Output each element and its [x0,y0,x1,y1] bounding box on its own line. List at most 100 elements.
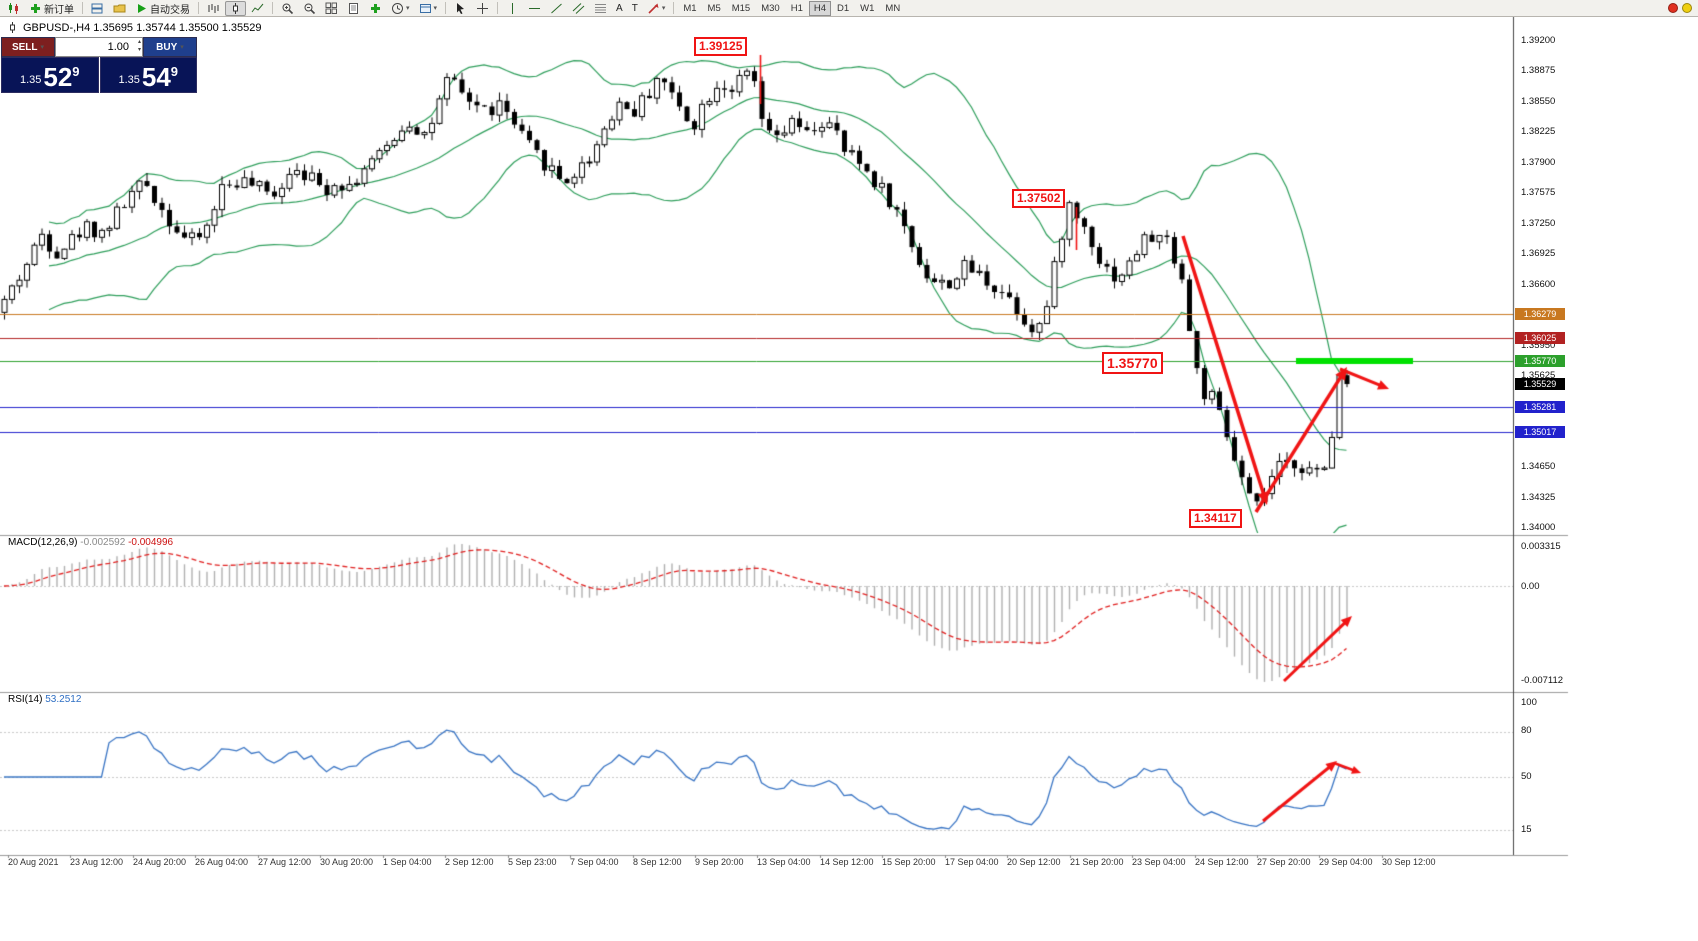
fibonacci-button[interactable] [590,1,611,16]
arrows-tool-button-caret[interactable]: ▾ [661,5,666,12]
time-axis-label: 14 Sep 12:00 [820,857,874,867]
horizontal-line-button[interactable] [524,1,545,16]
time-axis-label: 29 Sep 04:00 [1319,857,1373,867]
trendline-button-icon [550,2,563,15]
periods-button[interactable]: ▾ [387,1,414,16]
timeframe-button-m5[interactable]: M5 [707,2,721,14]
time-axis-label: 26 Aug 04:00 [195,857,249,867]
autotrading-button[interactable]: 自动交易 [131,1,194,16]
volume-down-icon[interactable]: ▾ [137,47,141,53]
timeframe-button-d1[interactable]: D1 [837,2,850,14]
time-axis-label: 30 Sep 12:00 [1382,857,1436,867]
buy-button-label: BUY [156,41,178,53]
cursor-button-icon [454,2,467,15]
arrows-tool-button[interactable]: ▾ [643,1,670,16]
data-window-button-icon [347,2,360,15]
toolbar-separator [272,2,273,14]
price-axis-label: 1.37575 [1521,187,1556,199]
new-order-button[interactable]: 新订单 [25,1,78,16]
bar-chart-button[interactable] [203,1,224,16]
time-axis-label: 1 Sep 04:00 [383,857,432,867]
channel-button[interactable] [568,1,589,16]
timeframe-button-h4[interactable]: H4 [808,0,832,16]
rsi-axis-label: 15 [1521,824,1532,835]
price-axis-label: 1.38875 [1521,65,1556,77]
volume-up-icon[interactable]: ▴ [137,39,141,45]
status-dot-yellow [1682,3,1692,13]
templates-button-caret[interactable]: ▾ [433,5,438,12]
time-axis-label: 27 Aug 12:00 [258,857,312,867]
price-annotation-box[interactable]: 1.37502 [1012,189,1066,208]
buy-price-pip-digit: 9 [170,64,179,79]
vertical-line-button[interactable] [502,1,523,16]
price-annotation-box[interactable]: 1.39125 [694,37,748,56]
timeframe-button-m30[interactable]: M30 [761,2,780,14]
price-axis-label: 1.35625 [1521,370,1556,382]
crosshair-button[interactable] [472,1,493,16]
price-tag: 1.36279 [1515,307,1565,320]
sell-button-label: SELL [11,41,38,53]
buy-price-panel[interactable]: 1.35 54 9 [99,57,197,93]
charts-window-button[interactable] [87,1,108,16]
chart-type-button[interactable] [3,1,24,16]
templates-button[interactable]: ▾ [415,1,442,16]
buy-price-prefix: 1.35 [118,74,140,86]
chart-title: GBPUSD-,H4 1.35695 1.35744 1.35500 1.355… [6,21,262,34]
text-tool-button-label: A [616,2,623,14]
price-annotation-box[interactable]: 1.34117 [1189,509,1242,528]
text-tool-button[interactable]: A [612,1,627,16]
zoom-out-button[interactable] [299,1,320,16]
buy-options-caret[interactable]: ▾ [180,44,184,51]
sell-price-panel[interactable]: 1.35 52 9 [1,57,99,93]
timeframe-button-w1[interactable]: W1 [860,2,875,14]
rsi-name: RSI(14) [8,694,43,705]
buy-button[interactable]: BUY ▾ [143,37,197,57]
autotrading-button-label: 自动交易 [150,4,190,16]
price-axis-label: 1.36600 [1521,278,1556,290]
volume-spinner[interactable]: ▴ ▾ [138,38,141,54]
timeframe-button-h1[interactable]: H1 [790,2,803,14]
timeframe-button-mn[interactable]: MN [885,2,901,14]
price-tag: 1.35770 [1515,355,1565,368]
volume-input[interactable]: 1.00 ▴ ▾ [55,37,143,57]
macd-signal-value: -0.004996 [128,537,174,548]
text-label-button[interactable]: T [628,1,642,16]
time-axis-label: 5 Sep 23:00 [508,857,557,867]
time-axis-label: 17 Sep 04:00 [945,857,999,867]
time-axis-label: 15 Sep 20:00 [882,857,936,867]
time-axis-label: 24 Aug 20:00 [133,857,187,867]
tile-windows-button[interactable] [321,1,342,16]
crosshair-button-icon [476,2,489,15]
timeframe-button-m15[interactable]: M15 [731,2,751,14]
price-axis-label: 1.37900 [1521,156,1556,168]
data-window-button[interactable] [343,1,364,16]
price-axis-label: 1.38225 [1521,126,1556,138]
charts-window-button-icon [91,2,104,15]
one-click-trading-widget: SELL ▾ 1.00 ▴ ▾ BUY ▾ 1.35 52 9 1.35 54 9 [1,37,197,93]
price-tag: 1.36025 [1515,331,1565,344]
fibonacci-button-icon [594,2,607,15]
sell-price-big-digits: 52 [43,62,73,92]
price-tag: 1.35529 [1515,378,1565,391]
timeframe-button-m1[interactable]: M1 [683,2,697,14]
price-annotation-box[interactable]: 1.35770 [1102,352,1163,374]
zoom-in-button[interactable] [277,1,298,16]
time-axis-label: 13 Sep 04:00 [757,857,811,867]
time-axis-label: 7 Sep 04:00 [570,857,619,867]
arrows-tool-button-icon [647,2,660,15]
sell-options-caret[interactable]: ▾ [40,44,45,51]
trendline-button[interactable] [546,1,567,16]
line-chart-button[interactable] [247,1,268,16]
sell-button[interactable]: SELL ▾ [1,37,55,57]
price-axis-label: 1.34650 [1521,461,1556,473]
profiles-button[interactable] [109,1,130,16]
cursor-button[interactable] [450,1,471,16]
price-tag: 1.35017 [1515,426,1565,439]
indicators-button[interactable] [365,1,386,16]
candlestick-chart-button[interactable] [225,0,246,16]
macd-main-value: -0.002592 [80,537,126,548]
time-axis-label: 2 Sep 12:00 [445,857,494,867]
periods-button-caret[interactable]: ▾ [406,5,410,12]
